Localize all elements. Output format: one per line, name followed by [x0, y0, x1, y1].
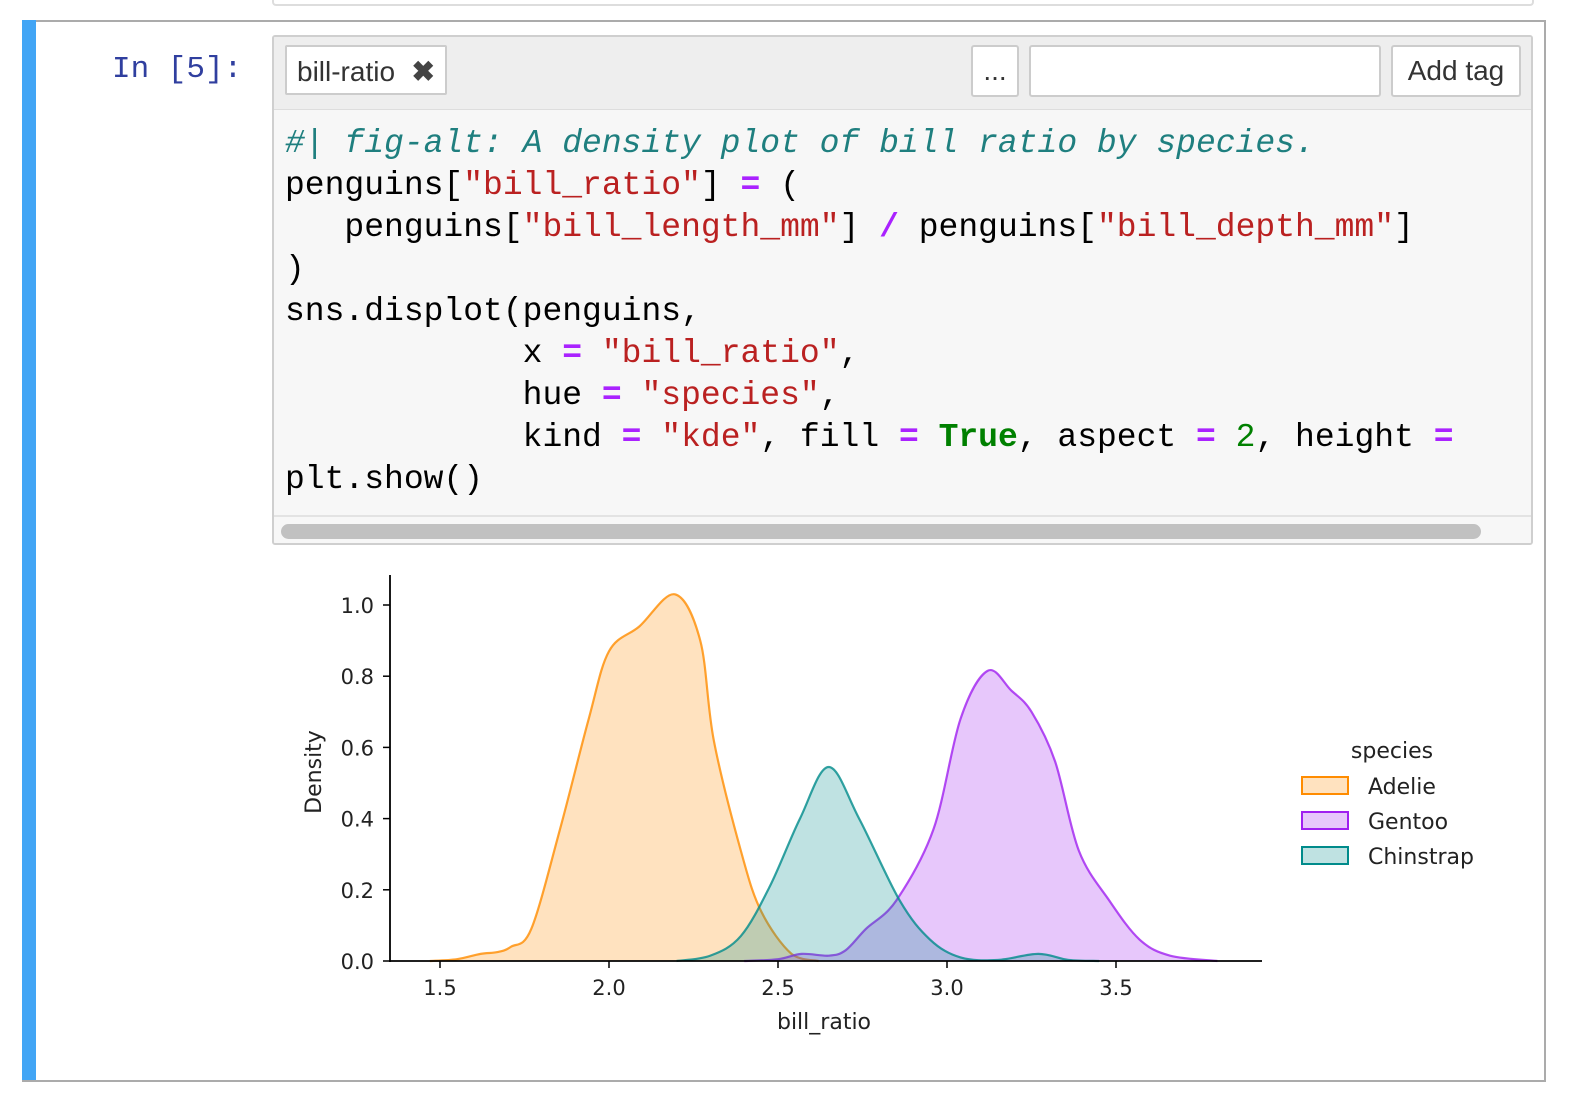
code-line: kind = "kde", fill = True, aspect = 2, h… [285, 417, 1454, 459]
x-axis-label: bill_ratio [777, 1010, 871, 1035]
code-token: , fill [760, 419, 899, 456]
code-token: , [839, 335, 860, 372]
code-token: "species" [641, 377, 820, 414]
code-line: plt.show() [285, 459, 1454, 501]
scrollbar-thumb[interactable] [281, 524, 1481, 539]
tag-toolbar: bill-ratio ✖ ... Add tag [274, 37, 1531, 110]
x-tick-label: 2.0 [592, 976, 625, 1000]
code-token: = [740, 167, 761, 204]
code-line: x = "bill_ratio", [285, 333, 1454, 375]
notebook-cell[interactable] [22, 20, 1546, 1082]
code-token: / [879, 209, 899, 246]
legend-title: species [1351, 739, 1433, 764]
kde-line-chinstrap [676, 765, 1100, 963]
code-token: True [938, 419, 1018, 456]
y-tick-label: 0.4 [341, 808, 374, 832]
kde-fill-adelie [429, 594, 819, 961]
code-token: "bill_ratio" [463, 167, 701, 204]
code-token: , aspect [1017, 419, 1197, 456]
code-token: = [1433, 419, 1454, 456]
input-prompt: In [5]: [112, 52, 243, 87]
tag-bill-ratio: bill-ratio ✖ [285, 45, 447, 95]
add-tag-button[interactable]: Add tag [1391, 45, 1521, 97]
code-token: ] [1394, 209, 1414, 246]
legend-swatch [1301, 846, 1349, 865]
tag-input[interactable] [1029, 45, 1381, 97]
code-token: = [562, 335, 583, 372]
code-token: penguins[ [898, 209, 1097, 246]
code-line: sns.displot(penguins, [285, 291, 1454, 333]
code-token: penguins[ [285, 167, 464, 204]
code-token: "bill_length_mm" [522, 209, 840, 246]
legend-label: Gentoo [1368, 810, 1448, 835]
code-token: = [898, 419, 919, 456]
y-tick-label: 0.0 [341, 950, 374, 974]
x-tick-label: 1.5 [423, 976, 456, 1000]
cell-selected-indicator [22, 20, 36, 1080]
code-token: ] [700, 167, 741, 204]
code-token: hue [285, 377, 602, 414]
more-tags-button[interactable]: ... [971, 45, 1019, 97]
code-token: , height [1255, 419, 1434, 456]
code-token: "bill_ratio" [601, 335, 840, 372]
code-editor[interactable]: #| fig-alt: A density plot of bill ratio… [285, 123, 1454, 501]
code-token: = [621, 419, 642, 456]
code-token: plt.show() [285, 461, 484, 498]
x-tick-label: 3.5 [1099, 976, 1132, 1000]
code-line: ) [285, 249, 1454, 291]
code-token: sns.displot(penguins, [285, 293, 701, 330]
horizontal-scrollbar[interactable] [274, 515, 1531, 543]
code-token: ) [285, 251, 305, 288]
kde-line-adelie [429, 593, 819, 963]
previous-cell-edge [272, 0, 1534, 6]
code-token: "kde" [661, 419, 761, 456]
y-tick-label: 0.8 [341, 665, 374, 689]
x-tick-label: 2.5 [761, 976, 794, 1000]
code-token: 2 [1235, 419, 1256, 456]
code-token: ] [839, 209, 880, 246]
code-line: #| fig-alt: A density plot of bill ratio… [285, 123, 1454, 165]
y-tick-label: 0.6 [341, 736, 374, 760]
legend-label: Adelie [1368, 775, 1436, 800]
legend-swatch [1301, 811, 1349, 830]
code-token: kind [285, 419, 622, 456]
x-tick-label: 3.0 [930, 976, 963, 1000]
code-line: penguins["bill_length_mm"] / penguins["b… [285, 207, 1454, 249]
kde-line-gentoo [744, 668, 1218, 963]
close-x-icon[interactable]: ✖ [411, 56, 435, 87]
y-tick-label: 1.0 [341, 594, 374, 618]
code-token: "bill_depth_mm" [1096, 209, 1395, 246]
legend-label: Chinstrap [1368, 845, 1474, 870]
y-axis-label: Density [302, 730, 327, 814]
code-token: = [601, 377, 622, 414]
code-token: #| fig-alt: A density plot of bill ratio… [285, 125, 1315, 162]
code-token: , [819, 377, 840, 414]
tag-label: bill-ratio [297, 56, 396, 87]
code-line: hue = "species", [285, 375, 1454, 417]
kde-fill-chinstrap [676, 766, 1100, 961]
code-token: ( [760, 167, 800, 204]
code-token: penguins[ [285, 209, 523, 246]
code-line: penguins["bill_ratio"] = ( [285, 165, 1454, 207]
y-tick-label: 0.2 [341, 879, 374, 903]
cell-input-area[interactable]: bill-ratio ✖ ... Add tag #| fig-alt: A d… [272, 35, 1533, 545]
legend-swatch [1301, 776, 1349, 795]
code-token: x [285, 335, 563, 372]
code-token: = [1196, 419, 1216, 456]
